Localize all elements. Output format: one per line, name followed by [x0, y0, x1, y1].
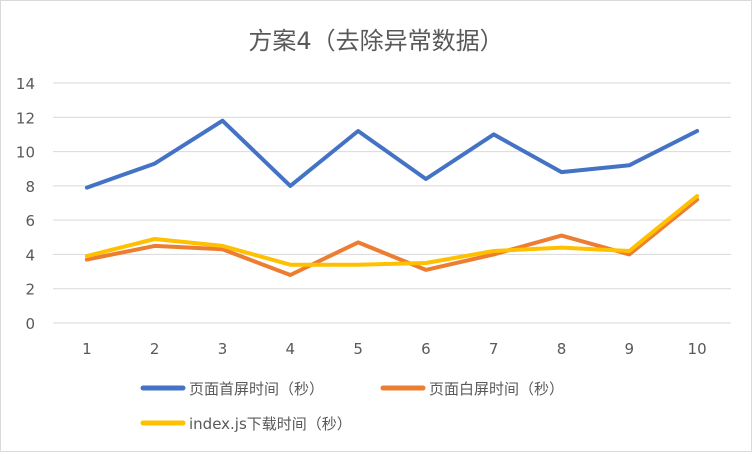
data-point — [560, 170, 563, 174]
x-tick-label: 4 — [286, 340, 296, 358]
x-tick-label: 3 — [218, 340, 228, 358]
y-tick-label: 4 — [25, 246, 35, 264]
y-tick-label: 8 — [25, 178, 35, 196]
data-point — [560, 234, 563, 238]
y-tick-label: 0 — [25, 315, 35, 333]
data-point — [627, 252, 631, 256]
x-tick-label: 5 — [353, 340, 363, 358]
data-point — [356, 240, 360, 244]
data-point — [424, 268, 428, 272]
data-point — [288, 184, 292, 188]
data-point — [695, 129, 699, 133]
legend-label: 页面白屏时间（秒） — [429, 380, 564, 398]
legend-label: 页面首屏时间（秒） — [189, 380, 324, 398]
y-axis-ticks: 0 2 4 6 8 10 12 14 — [16, 75, 35, 333]
data-point — [85, 186, 89, 190]
data-point — [85, 254, 89, 258]
x-tick-label: 10 — [688, 340, 707, 358]
x-tick-label: 7 — [489, 340, 499, 358]
x-tick-label: 9 — [625, 340, 635, 358]
data-point — [153, 244, 157, 248]
data-point — [695, 194, 699, 198]
data-point — [85, 258, 89, 262]
legend-label: index.js下载时间（秒） — [189, 415, 352, 433]
y-tick-label: 2 — [25, 281, 35, 299]
x-tick-label: 1 — [82, 340, 92, 358]
data-point — [424, 261, 428, 265]
y-tick-label: 12 — [16, 109, 35, 127]
data-point — [221, 244, 224, 248]
data-point — [492, 249, 496, 253]
x-tick-label: 2 — [150, 340, 160, 358]
data-point — [560, 246, 563, 250]
y-tick-label: 10 — [16, 144, 35, 162]
data-point — [288, 273, 292, 277]
y-tick-label: 6 — [25, 212, 35, 230]
data-point — [424, 177, 428, 181]
data-point — [153, 162, 157, 166]
data-point — [221, 247, 224, 251]
series-line — [84, 118, 700, 190]
data-point — [627, 163, 631, 167]
data-point — [492, 132, 496, 136]
x-axis-ticks: 1 2 3 4 5 6 7 8 9 10 — [82, 340, 707, 358]
x-tick-label: 8 — [557, 340, 567, 358]
chart-title: 方案4（去除异常数据） — [248, 27, 503, 55]
series-line — [84, 194, 700, 267]
series-lines — [84, 118, 700, 277]
data-point — [221, 119, 224, 123]
data-point — [153, 237, 157, 241]
legend: 页面首屏时间（秒） 页面白屏时间（秒） index.js下载时间（秒） — [140, 380, 564, 433]
data-point — [492, 252, 496, 256]
y-tick-label: 14 — [16, 75, 35, 93]
x-tick-label: 6 — [421, 340, 431, 358]
data-point — [627, 249, 631, 253]
data-point — [356, 129, 360, 133]
gridlines — [53, 82, 731, 324]
series-line — [84, 197, 700, 277]
data-point — [288, 263, 292, 267]
data-point — [356, 263, 360, 267]
